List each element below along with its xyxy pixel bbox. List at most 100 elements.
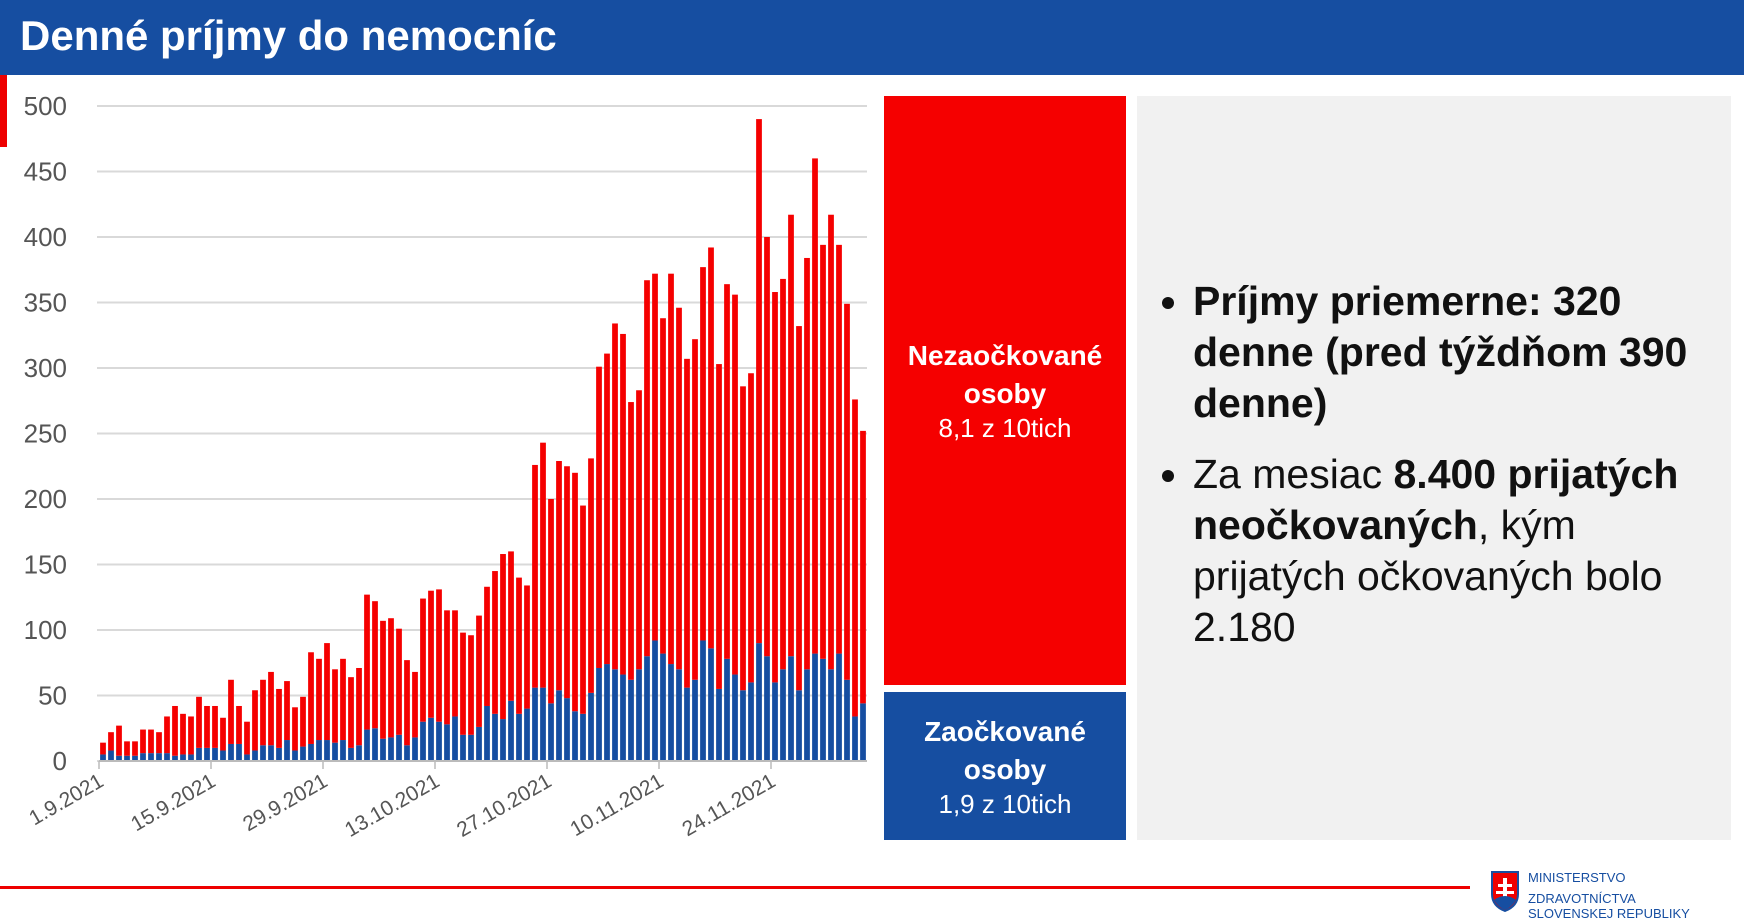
bar-vaccinated (308, 743, 314, 761)
bar-vaccinated (476, 726, 482, 761)
bar-unvaccinated (468, 635, 474, 735)
bar-unvaccinated (268, 671, 274, 746)
bar-vaccinated (212, 747, 218, 761)
bar-unvaccinated (388, 618, 394, 738)
bar-vaccinated (252, 750, 258, 761)
x-tick-label: 13.10.2021 (341, 769, 444, 841)
x-tick-label: 10.11.2021 (566, 769, 667, 841)
bar-unvaccinated (396, 628, 402, 735)
coat-of-arms-icon (1491, 871, 1519, 912)
bar-vaccinated (804, 669, 810, 761)
bar-vaccinated (204, 747, 210, 761)
bar-unvaccinated (700, 267, 706, 641)
bar-vaccinated (596, 667, 602, 761)
ministry-logo: MINISTERSTVO ZDRAVOTNÍCTVA SLOVENSKEJ RE… (1490, 870, 1690, 921)
bar-unvaccinated (340, 658, 346, 741)
bar-unvaccinated (228, 679, 234, 744)
x-tick-label: 27.10.2021 (453, 769, 556, 841)
bar-unvaccinated (260, 679, 266, 746)
bar-vaccinated (420, 721, 426, 761)
bar-vaccinated (524, 708, 530, 761)
bar-vaccinated (404, 745, 410, 761)
bar-unvaccinated (380, 620, 386, 739)
bar-unvaccinated (204, 705, 210, 748)
bar-vaccinated (636, 669, 642, 761)
bar-unvaccinated (756, 119, 762, 644)
bar-unvaccinated (540, 442, 546, 688)
bar-unvaccinated (508, 551, 514, 701)
y-tick-label: 500 (24, 91, 67, 121)
bar-unvaccinated (196, 696, 202, 748)
bar-unvaccinated (804, 257, 810, 670)
bar-vaccinated (836, 653, 842, 761)
bar-unvaccinated (172, 705, 178, 756)
bar-unvaccinated (524, 585, 530, 709)
bar-unvaccinated (668, 273, 674, 665)
bar-vaccinated (612, 669, 618, 761)
bar-vaccinated (380, 738, 386, 761)
legend-vaccinated: Zaočkované osoby 1,9 z 10tich (884, 692, 1126, 840)
bar-vaccinated (348, 747, 354, 761)
y-tick-label: 350 (24, 288, 67, 318)
bar-vaccinated (340, 740, 346, 761)
x-tick-label: 24.11.2021 (678, 769, 779, 841)
y-tick-label: 50 (38, 681, 67, 711)
bar-unvaccinated (412, 671, 418, 738)
bar-unvaccinated (212, 705, 218, 748)
bar-unvaccinated (740, 386, 746, 691)
bar-unvaccinated (308, 652, 314, 744)
bar-vaccinated (668, 664, 674, 761)
bar-vaccinated (388, 737, 394, 761)
bar-vaccinated (508, 700, 514, 761)
bullet-average-text: Príjmy priemerne: 320 denne (pred týždňo… (1193, 278, 1688, 426)
bar-unvaccinated (252, 690, 258, 751)
bar-vaccinated (444, 724, 450, 761)
bar-vaccinated (676, 669, 682, 761)
bar-unvaccinated (100, 742, 106, 755)
bar-unvaccinated (612, 323, 618, 670)
bar-vaccinated (572, 711, 578, 761)
bullet-average: Príjmy priemerne: 320 denne (pred týždňo… (1193, 276, 1713, 429)
bar-vaccinated (732, 674, 738, 761)
bar-vaccinated (228, 743, 234, 761)
bar-unvaccinated (828, 214, 834, 670)
bar-vaccinated (756, 643, 762, 761)
bar-vaccinated (796, 690, 802, 761)
bar-unvaccinated (692, 339, 698, 680)
bar-vaccinated (436, 721, 442, 761)
bar-unvaccinated (140, 729, 146, 754)
bar-vaccinated (844, 679, 850, 761)
bar-vaccinated (116, 755, 122, 761)
bar-unvaccinated (276, 688, 282, 748)
bar-vaccinated (852, 716, 858, 761)
bar-unvaccinated (132, 741, 138, 756)
bar-vaccinated (236, 743, 242, 761)
bar-vaccinated (556, 690, 562, 761)
bar-unvaccinated (596, 366, 602, 668)
y-tick-label: 250 (24, 419, 67, 449)
bar-unvaccinated (628, 402, 634, 680)
bar-unvaccinated (532, 464, 538, 688)
bar-unvaccinated (452, 610, 458, 717)
bar-vaccinated (156, 753, 162, 761)
bar-unvaccinated (316, 658, 322, 741)
bar-unvaccinated (844, 303, 850, 680)
bar-vaccinated (460, 734, 466, 761)
bar-unvaccinated (244, 721, 250, 755)
bar-vaccinated (164, 753, 170, 761)
bar-vaccinated (100, 754, 106, 761)
bullet-monthly-pre: Za mesiac (1193, 451, 1394, 497)
bar-vaccinated (316, 740, 322, 761)
bar-vaccinated (748, 682, 754, 761)
bar-vaccinated (292, 750, 298, 761)
bar-vaccinated (220, 750, 226, 761)
bar-unvaccinated (708, 247, 714, 649)
bar-unvaccinated (164, 716, 170, 754)
bar-vaccinated (644, 656, 650, 761)
bar-unvaccinated (516, 577, 522, 714)
legend-unvaccinated-share: 8,1 z 10tich (938, 413, 1072, 443)
bar-unvaccinated (564, 466, 570, 699)
bar-unvaccinated (764, 237, 770, 657)
bar-vaccinated (188, 754, 194, 761)
bar-vaccinated (588, 692, 594, 761)
